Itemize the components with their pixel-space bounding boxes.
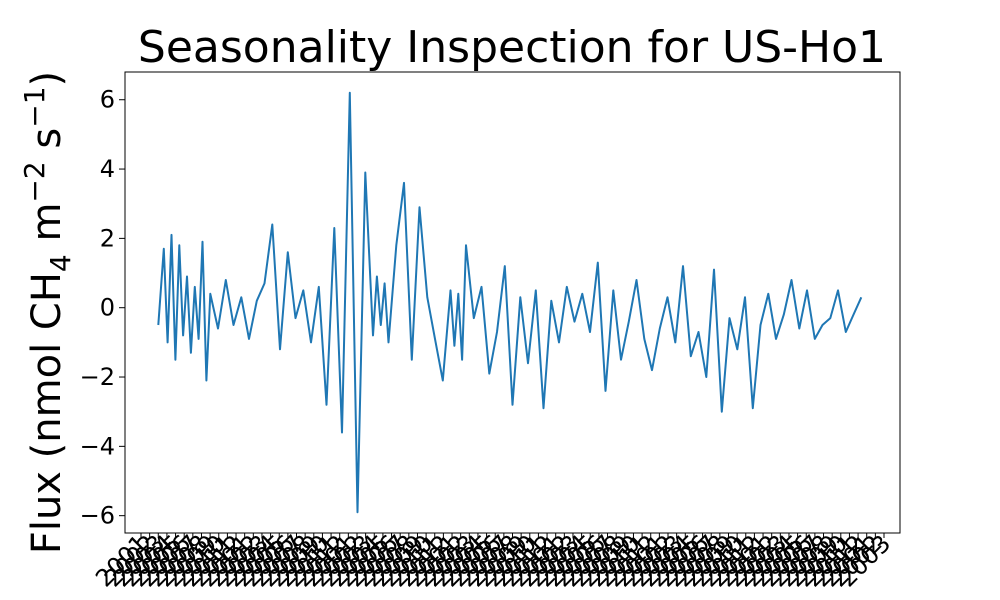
series-line [157, 91, 863, 514]
chart-title: Seasonality Inspection for US-Ho1 [138, 22, 886, 73]
y-axis-label: Flux (nmol CH4 m−2 s−1) [18, 71, 77, 554]
y-tick-label: 4 [100, 155, 115, 183]
y-tick-label: 0 [100, 294, 115, 322]
y-tick-label: 2 [100, 224, 115, 252]
y-axis-label-text: Flux (nmol CH4 m−2 s−1) [18, 71, 77, 554]
y-tick-label: 6 [100, 86, 115, 114]
x-axis: 2001200220032004200520062007200820092010… [90, 529, 896, 592]
y-tick-label: −2 [80, 363, 115, 391]
y-tick-label: −6 [80, 502, 115, 530]
y-tick-label: −4 [80, 432, 115, 460]
y-axis: −6 −4 −2 0 2 4 6 [80, 86, 125, 530]
